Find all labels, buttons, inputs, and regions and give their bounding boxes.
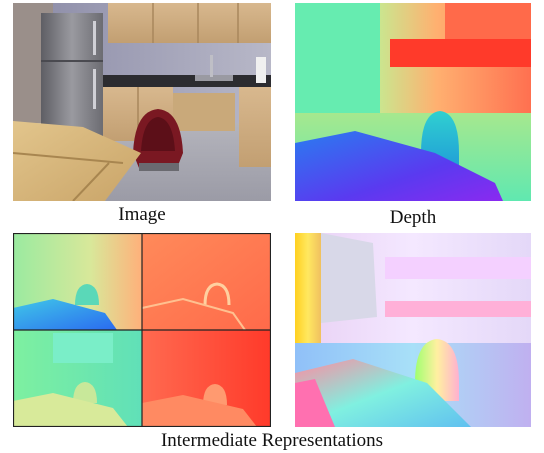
rgb-image-panel	[13, 3, 271, 201]
intermediate-grid	[13, 233, 271, 427]
intermediate-grid-panel	[13, 233, 271, 427]
depth-map-panel	[295, 3, 531, 201]
depth-map	[295, 3, 531, 201]
caption-intermediate: Intermediate Representations	[160, 430, 384, 451]
caption-depth: Depth	[389, 207, 437, 228]
surface-normals-panel	[295, 233, 531, 427]
surface-normals-map	[295, 233, 531, 427]
caption-image: Image	[118, 204, 166, 225]
kitchen-photo	[13, 3, 271, 201]
